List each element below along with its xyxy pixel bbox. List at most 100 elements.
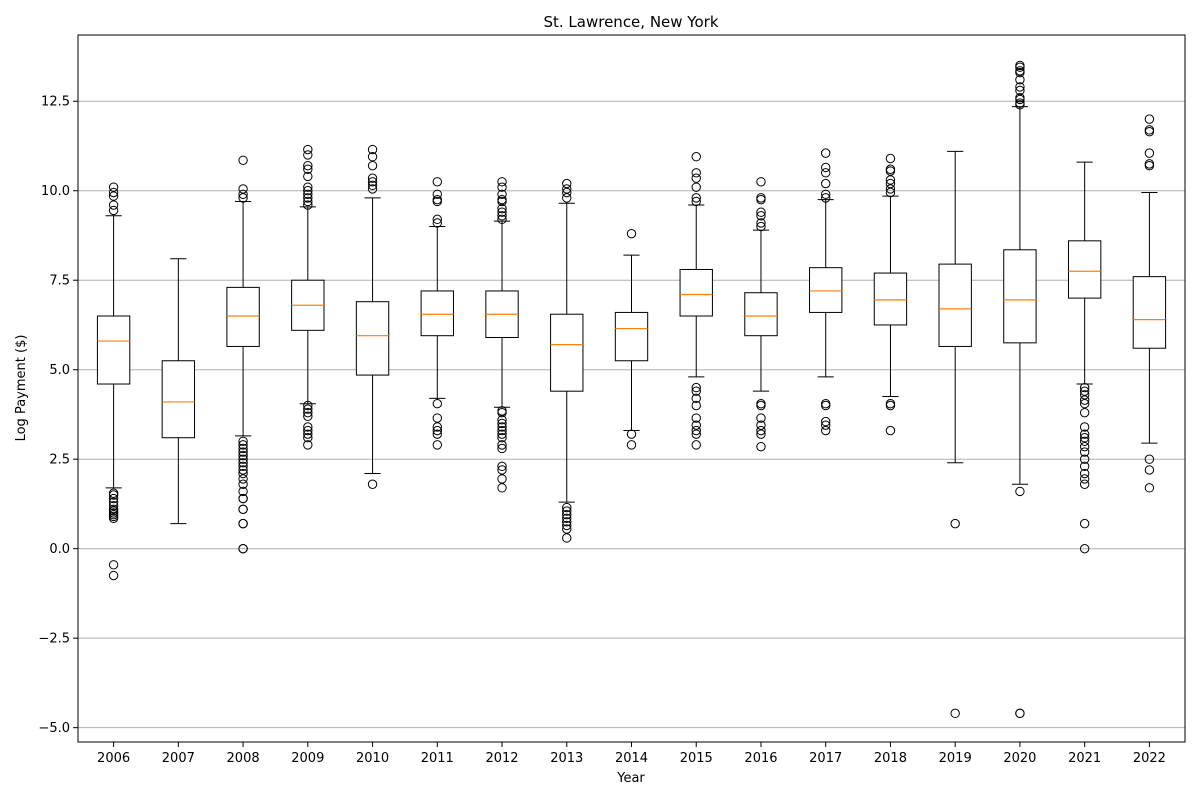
outlier-point: [497, 415, 507, 425]
outlier-point: [108, 488, 119, 498]
outlier-point: [1079, 382, 1090, 393]
outlier-point: [303, 200, 313, 210]
outlier-point: [756, 207, 766, 217]
outlier-point: [562, 193, 572, 203]
outlier-point: [562, 184, 572, 194]
outlier-point: [756, 413, 766, 423]
box-2009: [291, 144, 325, 450]
outlier-point: [885, 399, 896, 409]
x-tick-label: 2020: [1003, 751, 1036, 766]
y-tick-label: −2.5: [38, 632, 70, 647]
outlier-point: [238, 504, 248, 515]
iqr-box: [938, 263, 972, 347]
outlier-point: [497, 406, 507, 416]
y-tick-label: −5.0: [38, 721, 70, 736]
outlier-point: [303, 411, 313, 421]
outlier-point: [821, 168, 831, 178]
x-tick-label: 2009: [291, 751, 324, 766]
outlier-point: [303, 404, 313, 414]
y-tick-label: 0.0: [49, 542, 70, 557]
outlier-point: [497, 433, 507, 443]
outlier-point: [432, 399, 442, 409]
outlier-point: [626, 429, 637, 439]
outlier-point: [108, 205, 119, 216]
outlier-point: [497, 429, 507, 439]
outlier-point: [108, 200, 119, 210]
outlier-point: [303, 429, 313, 439]
outlier-point: [885, 400, 896, 411]
outlier-point: [497, 182, 507, 192]
x-tick-label: 2019: [939, 751, 972, 766]
outlier-point: [497, 422, 507, 432]
box-2006: [96, 182, 131, 581]
outlier-point: [756, 441, 766, 452]
box-2017: [809, 148, 843, 436]
outlier-point: [367, 152, 378, 162]
outlier-point: [691, 413, 701, 423]
outlier-point: [303, 440, 313, 450]
outlier-point: [691, 168, 701, 178]
outlier-point: [691, 382, 701, 393]
outlier-point: [238, 486, 248, 497]
outlier-point: [756, 177, 766, 187]
outlier-point: [1079, 543, 1090, 554]
x-tick-label: 2006: [97, 751, 130, 766]
outlier-point: [238, 518, 248, 529]
outlier-point: [238, 474, 248, 484]
outlier-point: [821, 189, 831, 199]
outlier-point: [885, 187, 896, 198]
outlier-point: [756, 193, 766, 203]
outlier-point: [885, 153, 896, 164]
outlier-point: [821, 399, 831, 409]
outlier-point: [562, 517, 572, 527]
outlier-point: [1079, 407, 1090, 418]
outlier-point: [238, 493, 248, 504]
outlier-point: [303, 182, 313, 192]
outlier-point: [367, 177, 378, 187]
outlier-point: [1079, 429, 1090, 439]
outlier-point: [497, 461, 507, 472]
outlier-point: [108, 493, 119, 504]
iqr-box: [744, 292, 778, 337]
outlier-point: [950, 708, 960, 719]
outlier-point: [238, 458, 248, 468]
x-axis: 2006 2007 2008 2009 2010 2011 2012 2013 2014 2015…: [97, 742, 1166, 766]
iqr-box: [226, 286, 260, 347]
outlier-point: [885, 425, 896, 436]
outlier-point: [497, 465, 507, 475]
outlier-point: [367, 184, 378, 194]
outlier-point: [756, 218, 766, 228]
outlier-point: [1144, 126, 1155, 137]
outlier-point: [1079, 479, 1090, 489]
x-tick-label: 2008: [227, 751, 260, 766]
outlier-point: [562, 509, 572, 520]
outlier-point: [367, 479, 378, 489]
outlier-point: [691, 152, 701, 162]
iqr-box: [161, 360, 196, 439]
outlier-point: [432, 422, 442, 432]
outlier-point: [821, 400, 831, 411]
outlier-point: [432, 429, 442, 439]
outlier-point: [497, 207, 507, 217]
outlier-point: [1144, 160, 1155, 171]
outlier-point: [1015, 75, 1025, 85]
outlier-point: [1015, 82, 1025, 92]
outlier-point: [432, 177, 442, 187]
box-2014: [614, 228, 649, 450]
outlier-point: [756, 194, 766, 205]
outlier-point: [367, 180, 378, 191]
outlier-point: [108, 560, 119, 570]
y-tick-label: 2.5: [49, 453, 70, 468]
outlier-point: [691, 425, 701, 436]
y-axis: −5.0 −2.5 0.0 2.5 5.0 7.5 10.0 12.5: [38, 95, 78, 736]
outlier-point: [691, 400, 701, 411]
outlier-point: [885, 178, 896, 189]
box-2015: [679, 152, 713, 450]
y-tick-label: 10.0: [41, 184, 70, 199]
outlier-point: [1015, 486, 1025, 497]
outlier-point: [1015, 85, 1025, 96]
outlier-point: [1079, 441, 1090, 452]
outlier-point: [1079, 399, 1090, 409]
outlier-point: [756, 425, 766, 436]
